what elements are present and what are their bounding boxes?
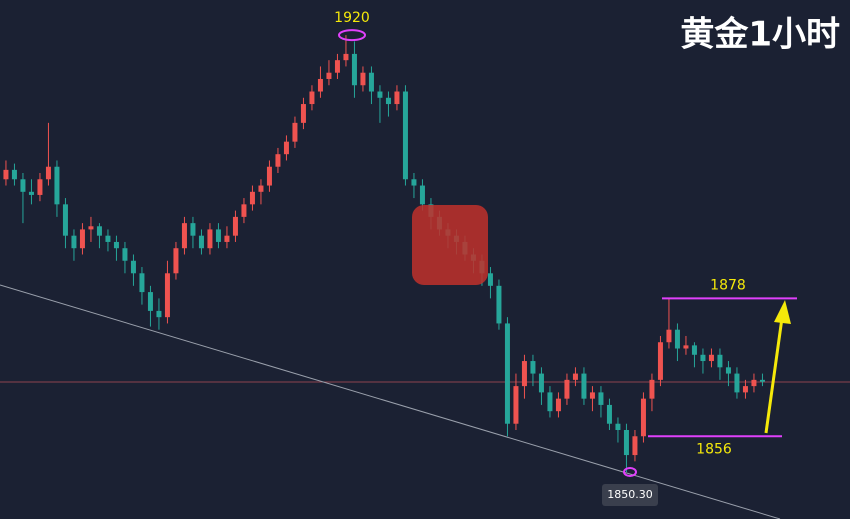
low-marker xyxy=(623,466,637,477)
high-label: 1920 xyxy=(334,10,370,26)
candle-body xyxy=(504,323,510,424)
candle-body xyxy=(241,204,247,217)
candle-body xyxy=(88,226,94,230)
candle-body xyxy=(37,179,43,195)
candle-body xyxy=(419,185,425,205)
arrow-shaft xyxy=(764,317,784,434)
candle-body xyxy=(725,367,731,374)
candle-body xyxy=(759,379,765,382)
candle-body xyxy=(139,273,145,293)
candle-body xyxy=(96,226,102,236)
high-marker xyxy=(338,29,366,42)
candle-body xyxy=(317,78,323,92)
candle-body xyxy=(368,72,374,92)
candle-body xyxy=(674,329,680,349)
candle-body xyxy=(326,72,332,79)
candle-body xyxy=(181,223,187,249)
candle-body xyxy=(360,72,366,86)
candle-body xyxy=(572,373,578,380)
chart-title: 黄金1小时 xyxy=(680,15,840,55)
candle-body xyxy=(71,235,77,249)
candle-body xyxy=(275,154,281,167)
candle-body xyxy=(215,229,221,242)
candle-body xyxy=(11,169,17,180)
candle-body xyxy=(62,204,68,236)
candle-body xyxy=(28,191,34,195)
candle-body xyxy=(700,354,706,362)
candle-body xyxy=(190,223,196,236)
candle-body xyxy=(292,122,298,142)
candle-body xyxy=(351,53,357,86)
candle-body xyxy=(385,97,391,105)
candle-body xyxy=(742,386,748,393)
candle-body xyxy=(530,361,536,374)
candle-body xyxy=(640,398,646,437)
support-label: 1856 xyxy=(696,441,732,457)
candle-body xyxy=(402,91,408,180)
candle-body xyxy=(20,179,26,192)
candle-body xyxy=(334,60,340,73)
candle-body xyxy=(113,241,119,249)
candle-body xyxy=(683,345,689,349)
candle-body xyxy=(3,169,9,180)
candle-body xyxy=(555,398,561,412)
candle-body xyxy=(632,436,638,456)
candle-body xyxy=(708,354,714,362)
candle-body xyxy=(130,260,136,274)
candle-body xyxy=(105,235,111,242)
candle-body xyxy=(79,229,85,249)
candle-body xyxy=(54,166,60,205)
candle-body xyxy=(589,392,595,399)
candle-body xyxy=(657,342,663,380)
candle-body xyxy=(232,216,238,236)
candle-body xyxy=(564,379,570,399)
candle-body xyxy=(513,386,519,424)
candle-body xyxy=(164,273,170,318)
candle-body xyxy=(538,373,544,393)
candle-body xyxy=(45,166,51,180)
candle-body xyxy=(224,235,230,242)
arrow-head xyxy=(774,300,791,324)
trend-line xyxy=(0,284,781,519)
candle-body xyxy=(394,91,400,105)
watermark xyxy=(412,205,488,285)
candle-body xyxy=(156,310,162,318)
low-label: 1850.30 xyxy=(607,488,653,501)
candle-body xyxy=(173,248,179,274)
candle-body xyxy=(249,191,255,205)
candle-body xyxy=(411,179,417,186)
candle-body xyxy=(309,91,315,105)
candle-body xyxy=(691,345,697,355)
candle-body xyxy=(283,141,289,155)
candle-body xyxy=(717,354,723,368)
candle-body xyxy=(487,273,493,286)
low-label-box xyxy=(602,483,658,506)
candle-body xyxy=(666,329,672,343)
candle-body xyxy=(547,392,553,412)
candle-body xyxy=(122,248,128,261)
candle-body xyxy=(300,104,306,123)
candle-body xyxy=(266,166,272,186)
candle-body xyxy=(581,373,587,399)
candle-body xyxy=(207,229,213,249)
candle-body xyxy=(496,285,502,324)
candle-body xyxy=(198,235,204,249)
candle-body xyxy=(258,185,264,192)
resistance-label: 1878 xyxy=(710,277,746,293)
candle-body xyxy=(751,379,757,387)
candle-body xyxy=(521,361,527,387)
candle-body xyxy=(606,404,612,424)
candle-body xyxy=(377,91,383,98)
candle-body xyxy=(147,292,153,311)
candle-body xyxy=(734,373,740,393)
candle-body xyxy=(343,53,349,61)
candle-body xyxy=(623,429,629,456)
candle-body xyxy=(649,379,655,399)
candle-body xyxy=(598,392,604,405)
candle-body xyxy=(615,423,621,430)
